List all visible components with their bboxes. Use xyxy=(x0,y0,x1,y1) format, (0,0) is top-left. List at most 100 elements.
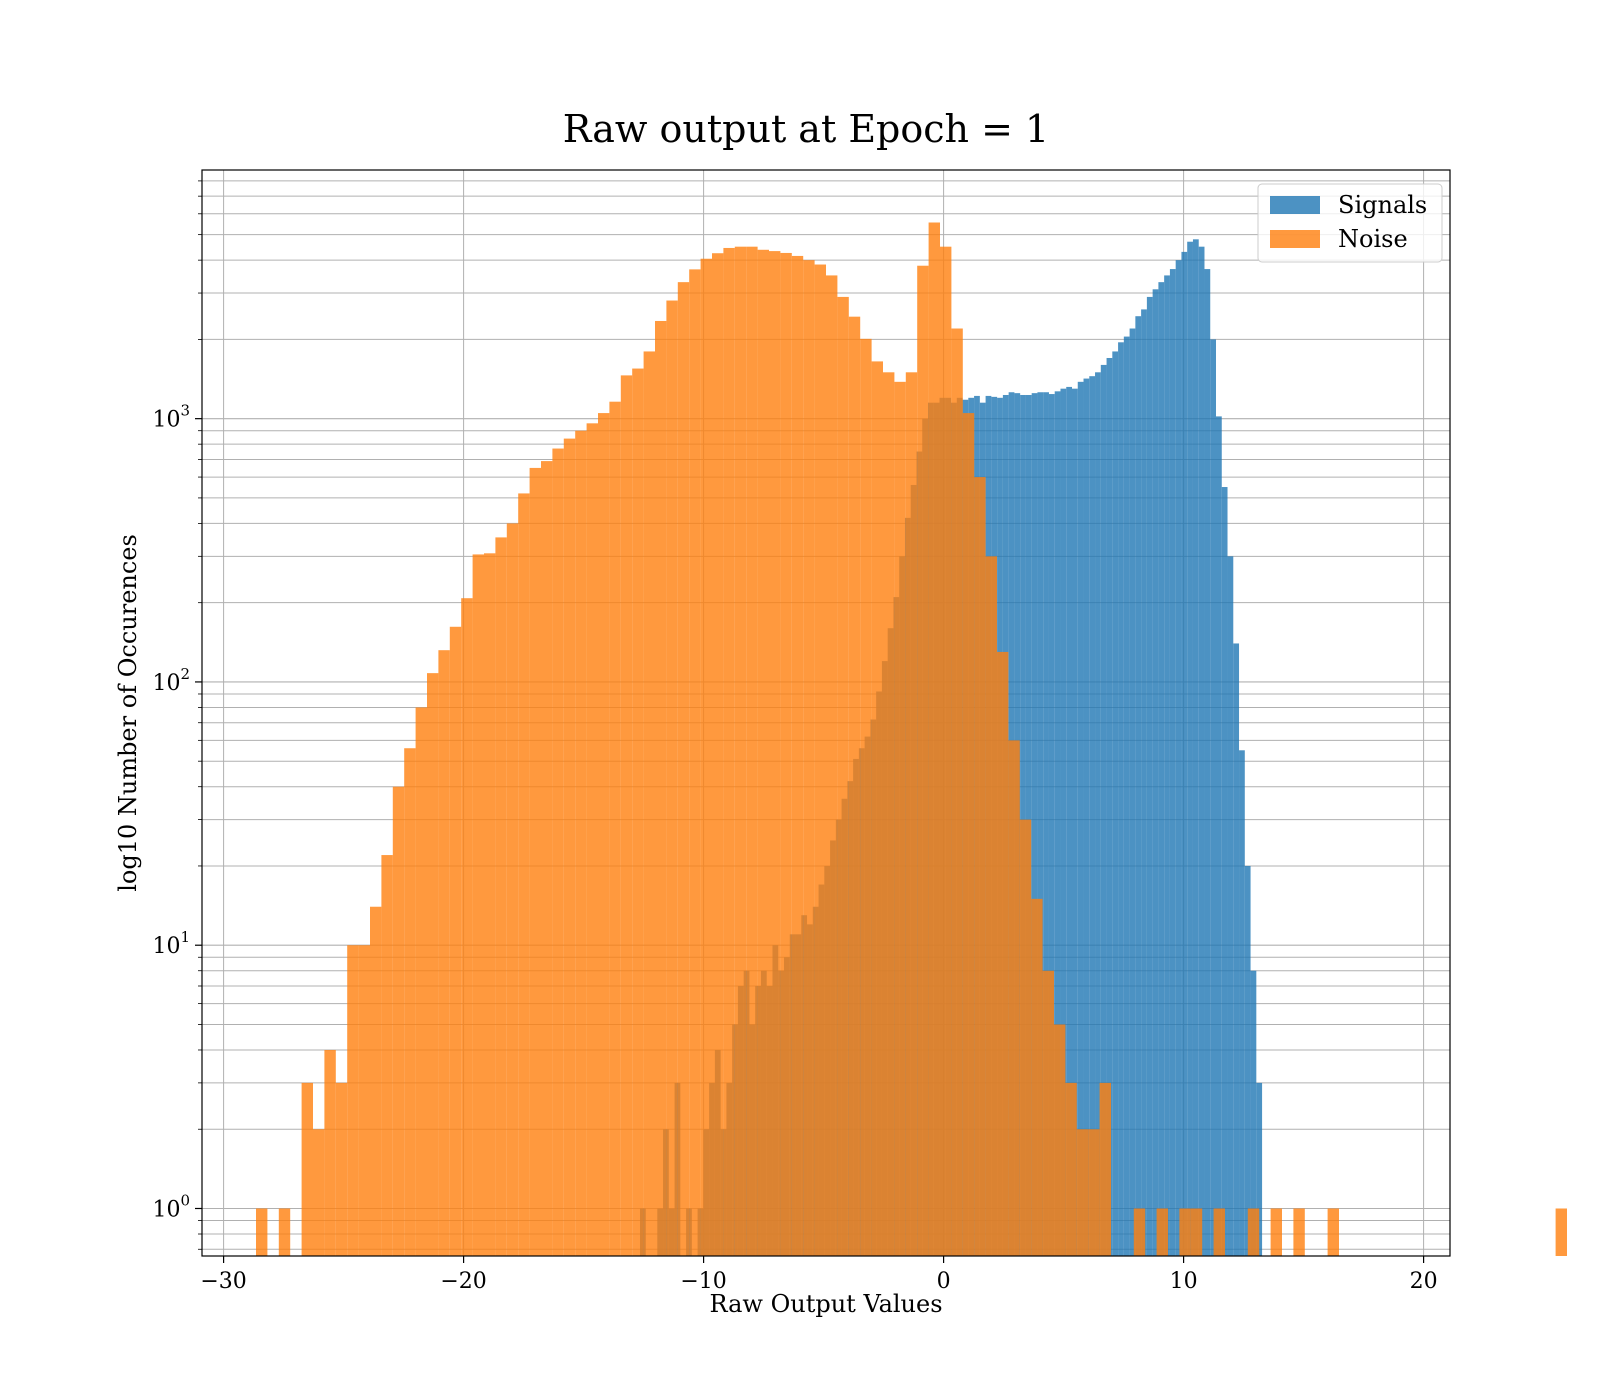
signals-bar xyxy=(1204,269,1211,1256)
y-tick-base: 10 xyxy=(152,671,180,696)
noise-bar xyxy=(541,461,553,1257)
signals-bar xyxy=(1152,289,1159,1256)
noise-bar xyxy=(620,375,633,1256)
signals-legend-label: Signals xyxy=(1338,191,1427,219)
signals-bar xyxy=(1192,239,1199,1256)
noise-bar xyxy=(643,351,655,1256)
noise-bar xyxy=(472,554,484,1256)
noise-bar xyxy=(871,361,883,1256)
noise-bar xyxy=(666,300,678,1256)
y-tick-label: 100 xyxy=(152,1191,190,1222)
noise-bar xyxy=(278,1208,291,1256)
noise-bar xyxy=(883,372,895,1256)
signals-bar xyxy=(1216,416,1222,1256)
noise-bar xyxy=(563,438,576,1257)
signals-bar xyxy=(1227,556,1234,1256)
signals-bar xyxy=(1112,351,1119,1256)
signals-bar xyxy=(1250,970,1257,1256)
y-tick-exponent: 3 xyxy=(180,402,190,420)
signals-bar xyxy=(1037,392,1044,1256)
legend: Signals Noise xyxy=(1257,183,1443,263)
y-tick-exponent: 1 xyxy=(180,928,190,946)
noise-bar xyxy=(1076,1129,1089,1256)
noise-bar xyxy=(552,448,564,1256)
signals-bar xyxy=(1221,487,1228,1256)
noise-bar xyxy=(404,748,416,1256)
noise-bar xyxy=(655,320,667,1257)
noise-legend-label: Noise xyxy=(1338,225,1408,253)
y-tick-exponent: 2 xyxy=(180,665,190,683)
signals-bar xyxy=(1118,342,1124,1256)
noise-bar xyxy=(1099,1082,1111,1256)
noise-bar xyxy=(1555,1208,1567,1256)
noise-bar xyxy=(324,1049,336,1256)
x-tick-label: −30 xyxy=(200,1269,246,1294)
y-tick-label: 101 xyxy=(152,928,190,959)
signals-bar xyxy=(1239,750,1245,1256)
noise-bar xyxy=(769,251,781,1257)
noise-bar xyxy=(689,269,701,1256)
histogram-bars xyxy=(256,222,1567,1257)
noise-bar xyxy=(1179,1208,1191,1256)
signals-bar xyxy=(1095,372,1101,1256)
noise-bar xyxy=(814,264,826,1256)
signals-bar xyxy=(1181,251,1188,1256)
noise-bar xyxy=(1065,1082,1077,1256)
noise-bar xyxy=(723,247,735,1256)
noise-bar xyxy=(256,1208,268,1256)
noise-bar xyxy=(1054,1024,1066,1256)
noise-bar xyxy=(1327,1208,1339,1256)
signals-bar xyxy=(1233,643,1240,1256)
noise-bar xyxy=(1133,1208,1146,1256)
signals-bar xyxy=(1089,376,1096,1256)
noise-bar xyxy=(598,413,610,1257)
signals-bar xyxy=(1043,392,1049,1256)
noise-bar xyxy=(997,651,1009,1256)
signals-bar xyxy=(1106,357,1113,1256)
noise-bar xyxy=(1213,1208,1225,1256)
noise-bar xyxy=(1190,1208,1203,1256)
noise-bar xyxy=(313,1129,325,1256)
noise-bar xyxy=(1270,1208,1282,1256)
y-tick-base: 10 xyxy=(152,408,180,433)
x-tick-label: −20 xyxy=(440,1269,486,1294)
noise-bar xyxy=(518,493,530,1256)
x-axis-label: Raw Output Values xyxy=(709,1290,942,1318)
noise-legend-swatch xyxy=(1270,230,1320,248)
noise-bar xyxy=(427,673,439,1256)
noise-bar xyxy=(438,650,450,1256)
noise-bar xyxy=(677,282,690,1256)
signals-bar xyxy=(1048,394,1055,1256)
noise-bar xyxy=(1019,819,1032,1256)
noise-bar xyxy=(746,246,758,1256)
x-tick-label: 10 xyxy=(1170,1269,1198,1294)
noise-bar xyxy=(392,786,405,1256)
y-tick-exponent: 0 xyxy=(180,1191,190,1209)
signals-bar xyxy=(1066,386,1072,1256)
noise-bar xyxy=(575,430,587,1257)
signals-bar xyxy=(1175,260,1182,1256)
signals-bar xyxy=(1141,309,1147,1256)
plot-frame xyxy=(201,169,1451,1257)
noise-bar xyxy=(358,945,370,1256)
noise-bar xyxy=(1156,1208,1168,1256)
noise-bar xyxy=(1293,1208,1305,1256)
noise-bar xyxy=(586,423,598,1257)
signals-bar xyxy=(1129,328,1136,1256)
noise-bar xyxy=(860,338,872,1257)
signals-bar xyxy=(1187,241,1193,1256)
y-tick-label: 102 xyxy=(152,665,190,696)
signals-bar xyxy=(1060,388,1067,1256)
noise-bar xyxy=(1042,970,1054,1256)
noise-bar xyxy=(974,477,986,1256)
noise-bar xyxy=(347,945,359,1256)
noise-bar xyxy=(803,260,815,1256)
signals-legend-swatch xyxy=(1270,196,1320,214)
noise-bar xyxy=(780,252,792,1256)
noise-bar xyxy=(894,381,906,1257)
signals-bar xyxy=(1031,393,1038,1256)
noise-bar xyxy=(461,598,473,1256)
